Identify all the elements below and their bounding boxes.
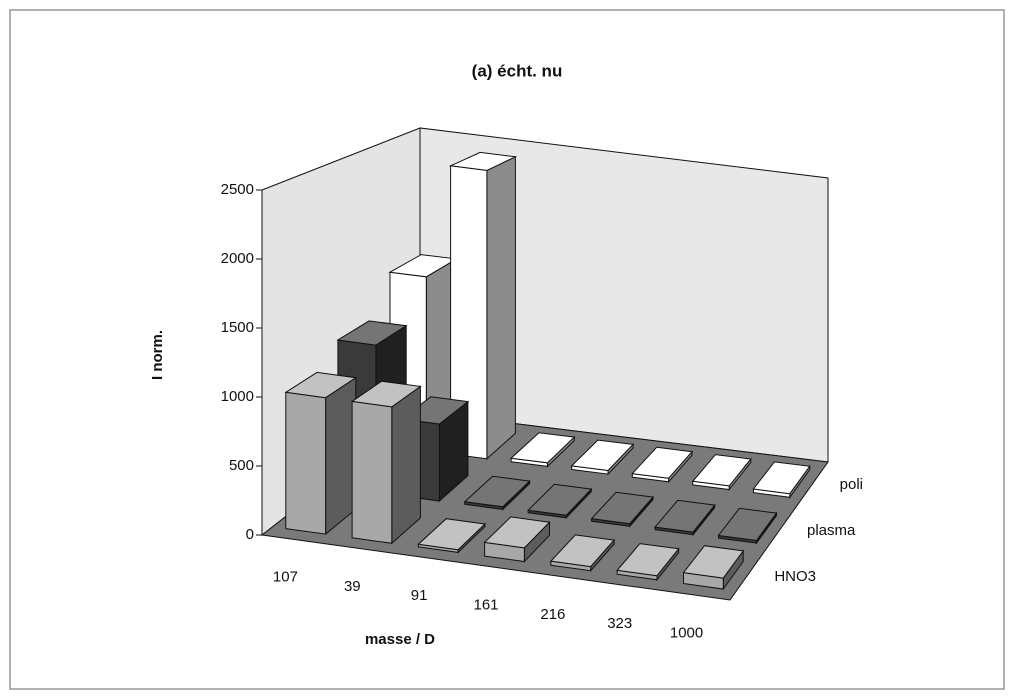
bar-top [509, 432, 576, 464]
bar-front [285, 391, 327, 535]
bar-top [691, 454, 752, 487]
y-tick-label: 500 [229, 457, 254, 474]
legend-label: poli [840, 476, 863, 493]
bar-top [570, 439, 635, 472]
x-axis-title: masse / D [365, 631, 435, 648]
bar-top [483, 516, 551, 549]
bar-side [486, 156, 516, 460]
bar-top [336, 320, 408, 346]
bar-top [417, 518, 486, 551]
bar-front [351, 400, 393, 544]
legend-label: HNO3 [774, 568, 816, 585]
x-tick-label: 216 [540, 606, 565, 623]
bar-top [654, 499, 716, 533]
bar-top [448, 151, 518, 171]
y-tick-label: 2500 [221, 181, 254, 198]
bar-side [325, 376, 357, 536]
bar-top [549, 534, 616, 568]
y-tick-label: 2000 [221, 250, 254, 267]
legend-label: plasma [807, 522, 856, 539]
x-tick-label: 107 [273, 569, 298, 586]
bar-top [631, 446, 694, 479]
y-tick-label: 1500 [221, 319, 254, 336]
x-tick-label: 161 [473, 596, 498, 613]
x-tick-label: 1000 [670, 624, 703, 641]
bar-top [284, 371, 358, 399]
x-tick-label: 39 [344, 578, 361, 595]
x-tick-label: 323 [607, 615, 632, 632]
bar-top [616, 543, 680, 577]
chart-title: (a) écht. nu [472, 61, 563, 80]
bar-top [752, 461, 811, 495]
y-tick-label: 0 [246, 526, 254, 543]
y-tick-label: 1000 [221, 388, 254, 405]
bar-top [590, 491, 654, 525]
bar-top [463, 475, 531, 508]
bar-top [717, 507, 778, 542]
x-tick-label: 91 [411, 587, 428, 604]
bar-top [682, 545, 745, 579]
bar-top [350, 380, 422, 408]
bar-side [391, 385, 421, 545]
bar-top [527, 483, 593, 516]
y-axis-title: I norm. [149, 330, 166, 380]
